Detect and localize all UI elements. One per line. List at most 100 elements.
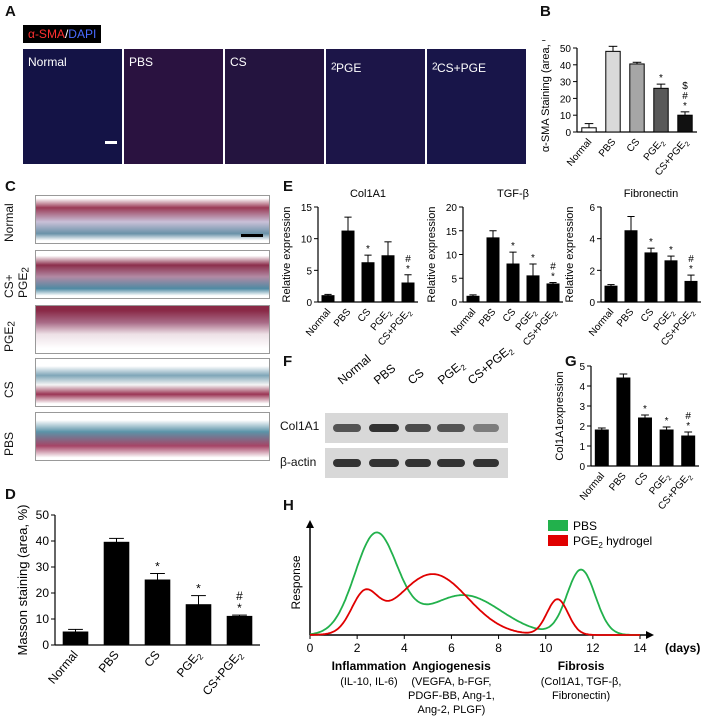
bar [653, 87, 669, 133]
category-label: CS [141, 648, 162, 670]
significance-mark: * [649, 237, 653, 248]
category-label: Normal [45, 648, 81, 687]
y-tick-label: 10 [446, 251, 458, 262]
y-tick-label: 15 [301, 203, 313, 214]
tile-label: PGE 2 [331, 61, 362, 75]
chart-title: TGF-β [497, 188, 529, 200]
y-axis-label: Response [289, 555, 303, 609]
y-tick-label: 10 [301, 235, 313, 246]
bar [226, 615, 253, 646]
blot-row-label: β-actin [280, 455, 317, 469]
series-line [309, 531, 640, 636]
histo-cs-pge2 [35, 250, 270, 299]
bar [581, 127, 597, 133]
panel-label-b: B [540, 3, 551, 20]
significance-mark: * [551, 272, 555, 283]
legend-sep: / [64, 27, 69, 41]
y-tick-label: 3 [579, 402, 585, 413]
chart-e-fibronectin: 0 2 4 6 Relative expression Fibronectin Normal… [565, 188, 701, 348]
y-tick-label: 30 [560, 78, 572, 89]
category-label: CS [639, 307, 657, 325]
micro-tile-normal: Normal [23, 49, 122, 164]
category-label: PBS [96, 648, 122, 675]
category-label: PBS [332, 307, 354, 330]
y-tick-label: 20 [446, 203, 458, 214]
y-tick-label: 0 [565, 128, 571, 139]
phase-title: Angiogenesis [412, 659, 491, 673]
category-label: CS [356, 307, 374, 325]
significance-mark: # [236, 589, 243, 603]
bar [185, 604, 212, 646]
chart-e-col1a1: 0 5 10 15 Relative expression Col1A1 NormalPBS… [281, 188, 418, 348]
category-label: Normal [304, 307, 333, 339]
histo-normal [35, 195, 270, 244]
legend-swatch [548, 520, 568, 531]
significance-mark: * [531, 253, 535, 264]
category-label: CS [501, 307, 519, 325]
y-tick-label: 0 [306, 298, 312, 309]
series-line [310, 573, 640, 636]
histo-row-label: PGE2 [2, 321, 18, 352]
legend-label: PGE2 hydrogel [573, 534, 652, 550]
bar [605, 50, 621, 133]
bar [624, 230, 638, 303]
y-axis-label: Masson staining (area, %) [15, 505, 30, 656]
histo-cs [35, 358, 270, 407]
chart-e-tgf-beta: 0 5 10 15 20 Relative expression TGF-β NormalPB… [426, 188, 563, 348]
bar [664, 260, 678, 303]
bar [361, 262, 375, 303]
x-axis-label: (days) [665, 641, 700, 655]
y-tick-label: 15 [446, 227, 458, 238]
bar [381, 255, 395, 303]
category-label: PBS [607, 471, 629, 494]
micro-tile-cs-pge2: CS+PGE 2 [427, 49, 526, 164]
significance-mark: * [665, 416, 669, 427]
significance-mark: * [686, 421, 690, 432]
category-label: Normal [565, 137, 594, 169]
bar [644, 252, 658, 303]
y-axis-label: Relative expression [565, 207, 576, 303]
x-tick-label: 0 [307, 641, 314, 655]
significance-mark: * [406, 264, 410, 275]
y-axis-label: Relative expression [281, 207, 293, 303]
phase-detail: (VEGFA, b-FGF, [411, 676, 491, 688]
x-tick-label: 8 [495, 641, 502, 655]
significance-mark: # [550, 262, 556, 273]
category-label: PBS [615, 307, 637, 330]
bar [466, 295, 480, 303]
y-tick-label: 40 [36, 534, 50, 548]
y-tick-label: 10 [36, 612, 50, 626]
y-tick-label: 6 [589, 203, 595, 214]
significance-mark: * [196, 582, 201, 596]
significance-mark: * [155, 560, 160, 574]
chart-title: Col1A1 [350, 188, 386, 200]
y-tick-label: 2 [589, 266, 595, 277]
y-axis-label: α-SMA Staining (area, %) [540, 40, 552, 152]
x-tick-label: 12 [586, 641, 600, 655]
bar [638, 417, 652, 467]
y-tick-label: 5 [579, 362, 585, 373]
bar [681, 435, 696, 467]
significance-mark: * [366, 244, 370, 255]
panel-label-g: G [565, 353, 577, 370]
significance-mark: * [669, 245, 673, 256]
y-tick-label: 5 [306, 266, 312, 277]
y-tick-label: 0 [42, 638, 49, 652]
bar [677, 114, 693, 133]
tile-label: CS [230, 55, 247, 69]
category-label: Normal [578, 471, 607, 503]
category-label: PBS [477, 307, 499, 330]
panel-label-c: C [5, 178, 16, 195]
category-label: CS [625, 137, 643, 155]
tile-label: CS+PGE 2 [432, 61, 487, 75]
panel-label-h: H [283, 497, 294, 514]
significance-mark: * [659, 73, 663, 84]
blot-row-label: Col1A1 [280, 419, 320, 433]
y-tick-label: 2 [579, 422, 585, 433]
panel-label-e: E [283, 178, 294, 195]
category-label: PBS [597, 137, 619, 160]
x-tick-label: 4 [401, 641, 408, 655]
y-tick-label: 20 [560, 94, 572, 105]
